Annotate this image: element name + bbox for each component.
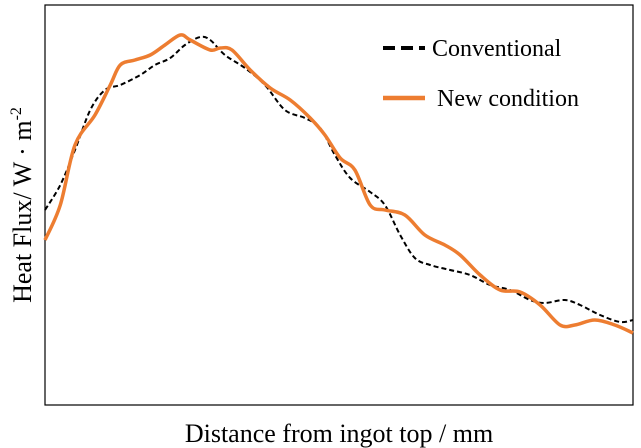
legend-label: New condition	[437, 86, 579, 112]
legend-label: Conventional	[432, 36, 562, 62]
x-axis-label: Distance from ingot top / mm	[185, 419, 493, 448]
y-axis-label-group: Heat Flux/ W · m-2	[8, 107, 37, 303]
y-axis-label-main: Heat Flux/ W · m	[8, 120, 37, 302]
y-axis-label-superscript: -2	[8, 107, 25, 120]
data-line	[43, 33, 634, 335]
y-axis-label: Heat Flux/ W · m-2	[8, 107, 37, 303]
plot-frame	[44, 4, 634, 406]
data-line	[44, 35, 634, 324]
